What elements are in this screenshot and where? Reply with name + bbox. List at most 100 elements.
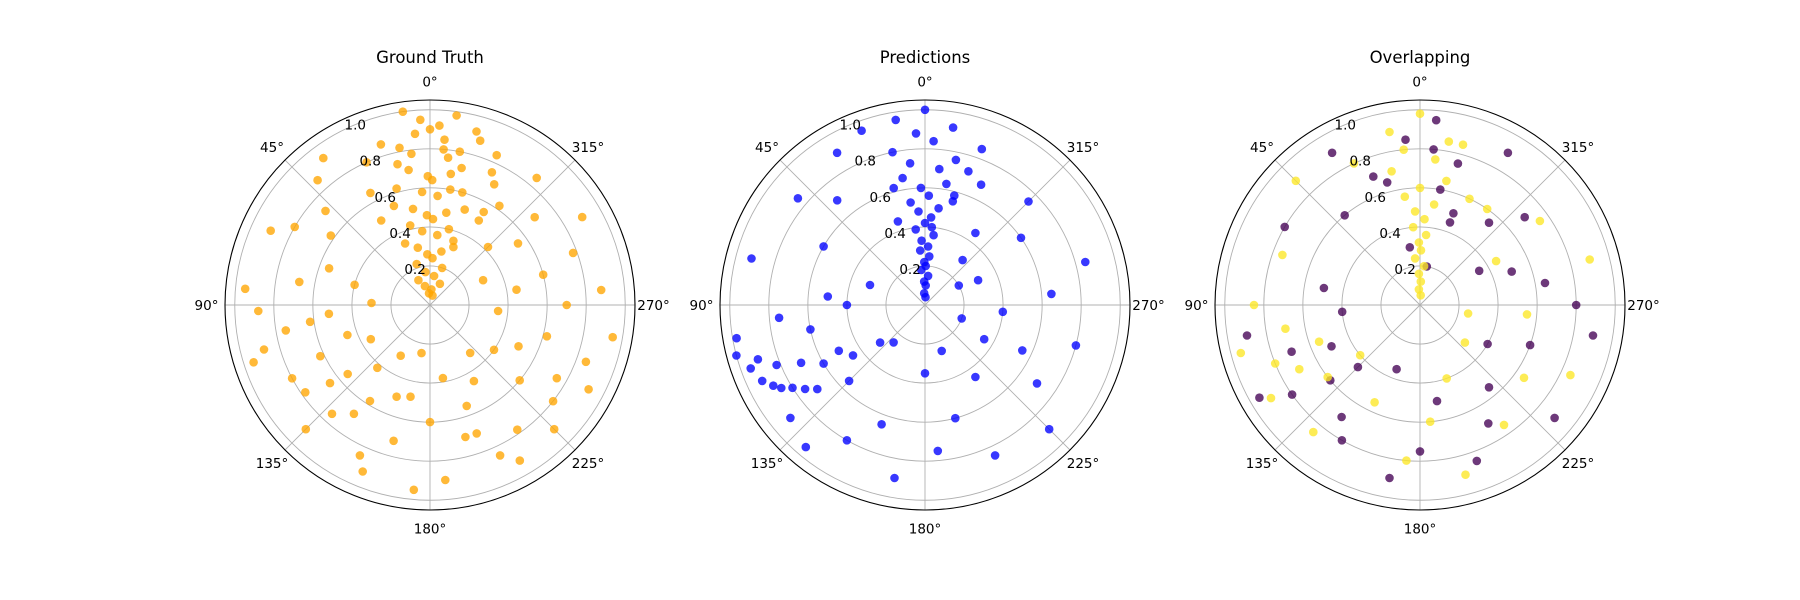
data-point [1387,167,1396,176]
data-point [358,467,368,476]
data-point [1484,383,1494,392]
data-point [433,191,442,201]
data-point [857,126,866,135]
data-point [1416,277,1426,286]
data-point [924,191,934,200]
data-point [455,147,465,156]
data-point [1566,370,1575,380]
data-point [440,135,449,144]
data-point [1414,238,1424,247]
data-point [404,165,413,175]
data-point [1382,178,1392,187]
data-point [1507,267,1516,276]
data-point [373,363,382,373]
data-point [240,284,250,294]
data-point [478,275,488,285]
data-point [1281,324,1290,334]
theta-gridline [1419,304,1566,451]
data-point [926,213,936,222]
data-point [423,171,433,181]
data-point [442,208,451,217]
data-point [295,277,304,287]
data-point [1402,456,1411,465]
theta-gridline [1419,159,1566,306]
data-point [444,224,454,234]
data-point [923,271,933,281]
data-point [474,216,484,225]
data-point [954,281,964,290]
data-point [408,204,418,214]
data-point [287,374,297,383]
data-point [425,125,435,134]
data-point [1463,309,1473,318]
theta-tick-label: 315° [572,140,605,156]
data-point [1465,194,1474,204]
data-point [1585,255,1594,264]
r-tick-label: 0.2 [1394,262,1415,278]
data-point [1458,140,1468,149]
data-point [757,376,767,386]
data-point [732,333,741,343]
data-point [832,196,842,205]
data-point [919,289,929,298]
data-point [1484,419,1493,428]
data-point [905,159,915,168]
data-point [796,358,806,368]
data-point [1405,243,1415,252]
data-point [414,275,423,285]
data-point [472,127,481,136]
data-point [1444,137,1454,146]
data-point [990,451,1000,460]
data-point [435,121,444,130]
data-point [979,334,989,344]
data-point [1503,148,1513,158]
theta-gridline [429,304,576,451]
data-point [1249,300,1259,310]
data-point [1337,307,1347,317]
data-point [906,198,915,207]
data-point [321,206,330,216]
polar-frame [1214,99,1626,511]
data-point [409,485,419,495]
data-point [1410,207,1420,216]
theta-tick-label: 0° [422,75,437,91]
data-point [1420,214,1429,224]
data-point [416,115,425,125]
data-point [915,246,925,255]
data-point [929,230,938,240]
data-point [584,385,593,394]
data-point [446,185,455,194]
data-point [266,226,276,235]
data-point [366,188,375,198]
data-point [319,153,328,163]
r-tick-label: 0.4 [884,226,905,242]
theta-tick-label: 270° [637,298,670,314]
data-point [608,332,617,342]
data-point [406,392,415,402]
data-point [410,129,420,139]
data-point [367,298,376,308]
data-point [1449,209,1458,218]
r-tick-label: 1.0 [1335,118,1356,134]
data-point [492,150,502,160]
data-point [423,250,432,259]
data-point [1044,424,1054,434]
data-point [472,429,482,438]
data-point [920,369,930,378]
theta-gridline [284,304,431,451]
theta-gridline [924,159,1071,306]
data-point [1519,373,1529,383]
theta-tick-label: 180° [909,522,942,538]
data-point [343,330,352,340]
data-point [1419,261,1429,271]
data-point [449,236,458,246]
data-point [475,136,485,145]
data-point [1425,417,1435,427]
data-point [1431,115,1441,125]
data-point [1327,148,1337,158]
theta-gridline [924,304,1071,451]
data-point [1399,145,1408,154]
data-point [417,226,427,236]
data-point [774,313,784,323]
theta-gridline [1274,159,1421,306]
